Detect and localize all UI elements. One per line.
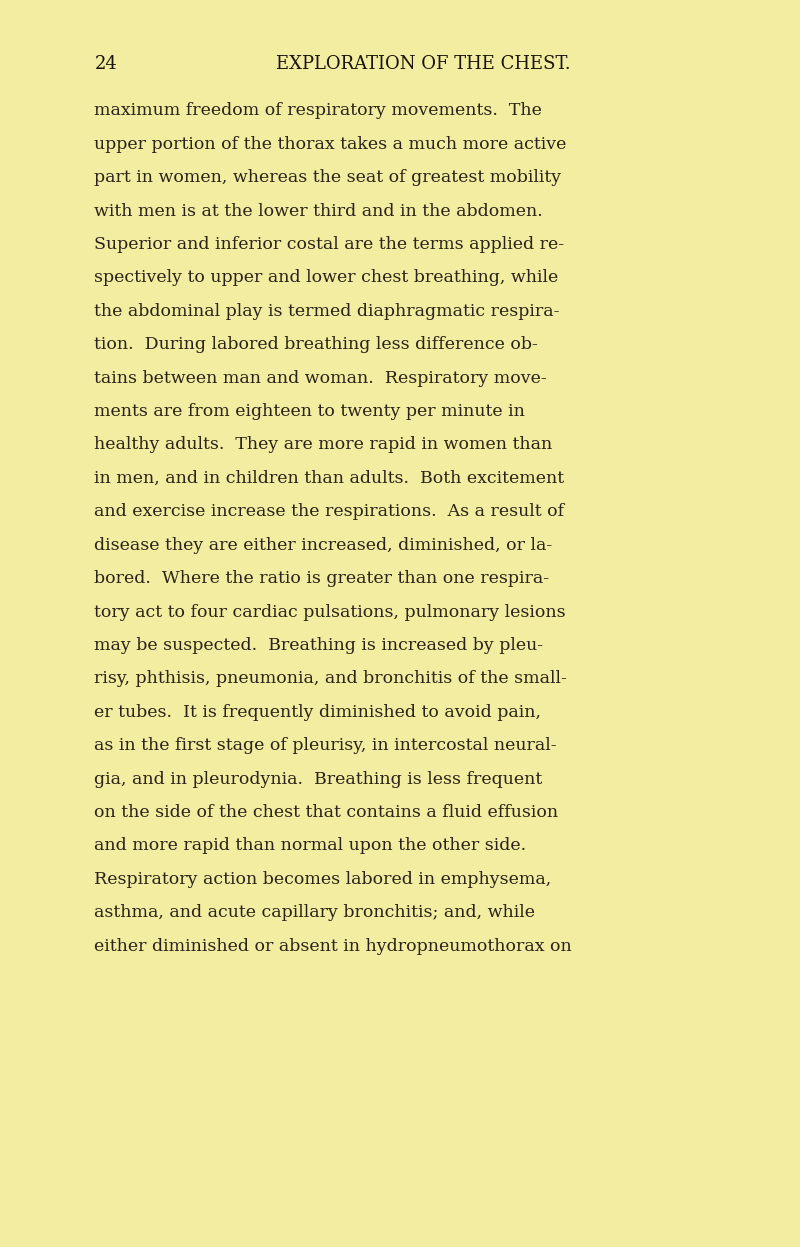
Text: with men is at the lower third and in the abdomen.: with men is at the lower third and in th… — [94, 202, 543, 219]
Text: er tubes.  It is frequently diminished to avoid pain,: er tubes. It is frequently diminished to… — [94, 703, 542, 721]
Text: tains between man and woman.  Respiratory move-: tains between man and woman. Respiratory… — [94, 369, 547, 387]
Text: healthy adults.  They are more rapid in women than: healthy adults. They are more rapid in w… — [94, 436, 553, 454]
Text: ments are from eighteen to twenty per minute in: ments are from eighteen to twenty per mi… — [94, 403, 526, 420]
Text: in men, and in children than adults.  Both excitement: in men, and in children than adults. Bot… — [94, 470, 565, 486]
Text: either diminished or absent in hydropneumothorax on: either diminished or absent in hydropneu… — [94, 938, 572, 955]
Text: spectively to upper and lower chest breathing, while: spectively to upper and lower chest brea… — [94, 269, 558, 287]
Text: disease they are either increased, diminished, or la-: disease they are either increased, dimin… — [94, 536, 553, 554]
Text: Respiratory action becomes labored in emphysema,: Respiratory action becomes labored in em… — [94, 870, 552, 888]
Text: and more rapid than normal upon the other side.: and more rapid than normal upon the othe… — [94, 838, 526, 854]
Text: tion.  During labored breathing less difference ob-: tion. During labored breathing less diff… — [94, 337, 538, 353]
Text: the abdominal play is termed diaphragmatic respira-: the abdominal play is termed diaphragmat… — [94, 303, 560, 319]
Text: bored.  Where the ratio is greater than one respira-: bored. Where the ratio is greater than o… — [94, 570, 550, 587]
Text: EXPLORATION OF THE CHEST.: EXPLORATION OF THE CHEST. — [276, 55, 570, 72]
Text: may be suspected.  Breathing is increased by pleu-: may be suspected. Breathing is increased… — [94, 637, 543, 653]
Text: asthma, and acute capillary bronchitis; and, while: asthma, and acute capillary bronchitis; … — [94, 904, 535, 922]
Text: risy, phthisis, pneumonia, and bronchitis of the small-: risy, phthisis, pneumonia, and bronchiti… — [94, 671, 567, 687]
Text: tory act to four cardiac pulsations, pulmonary lesions: tory act to four cardiac pulsations, pul… — [94, 604, 566, 621]
Text: part in women, whereas the seat of greatest mobility: part in women, whereas the seat of great… — [94, 170, 562, 186]
Text: as in the first stage of pleurisy, in intercostal neural-: as in the first stage of pleurisy, in in… — [94, 737, 557, 754]
Text: and exercise increase the respirations.  As a result of: and exercise increase the respirations. … — [94, 504, 565, 520]
Text: maximum freedom of respiratory movements.  The: maximum freedom of respiratory movements… — [94, 102, 542, 120]
Text: on the side of the chest that contains a fluid effusion: on the side of the chest that contains a… — [94, 804, 558, 821]
Text: gia, and in pleurodynia.  Breathing is less frequent: gia, and in pleurodynia. Breathing is le… — [94, 771, 542, 788]
Text: 24: 24 — [94, 55, 117, 72]
Text: upper portion of the thorax takes a much more active: upper portion of the thorax takes a much… — [94, 136, 566, 152]
Text: Superior and inferior costal are the terms applied re-: Superior and inferior costal are the ter… — [94, 236, 565, 253]
